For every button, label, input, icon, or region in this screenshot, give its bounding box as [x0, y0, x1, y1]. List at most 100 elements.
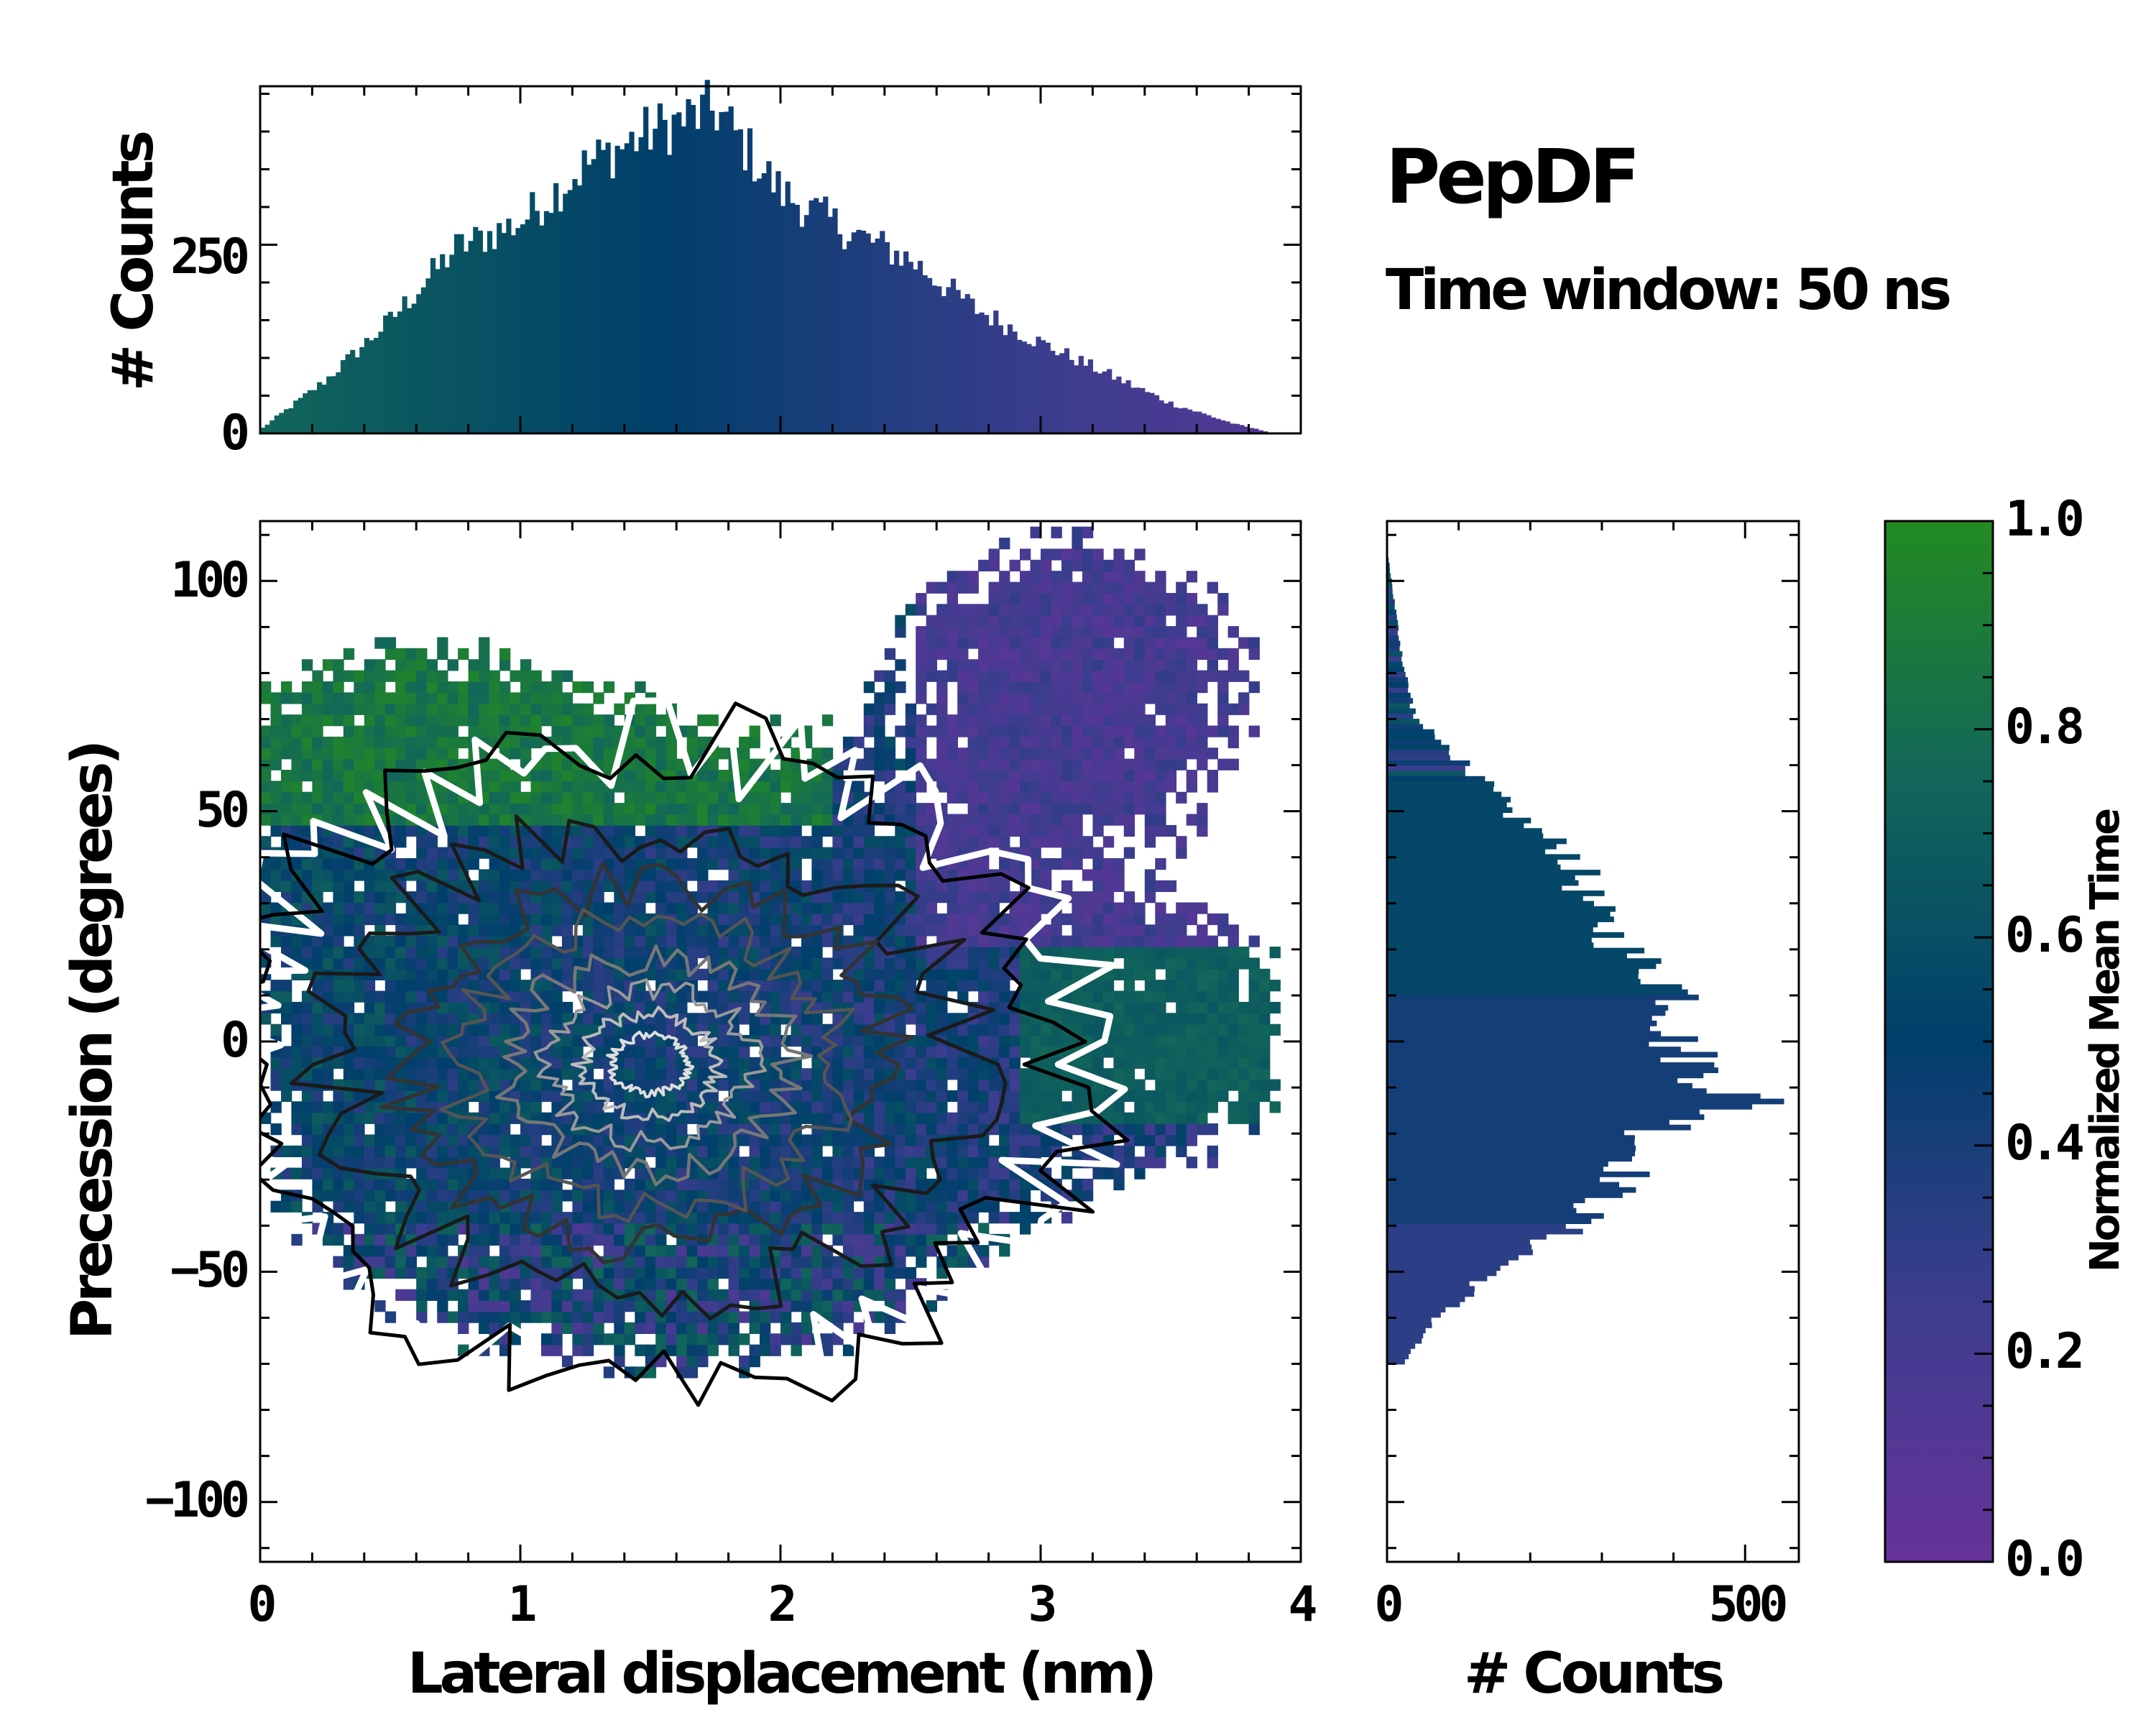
heatmap-cell — [936, 758, 948, 770]
top-histogram-bar — [785, 181, 791, 433]
heatmap-cell — [946, 924, 958, 937]
heatmap-cell — [416, 1024, 428, 1036]
heatmap-cell — [895, 1046, 906, 1058]
heatmap-cell — [1155, 924, 1166, 937]
top-histogram-bar — [1017, 339, 1023, 433]
heatmap-cell — [603, 1156, 615, 1169]
top-histogram-bar — [624, 143, 630, 434]
heatmap-cell — [665, 781, 677, 793]
heatmap-cell — [1113, 758, 1125, 770]
heatmap-cell — [635, 736, 646, 749]
heatmap-cell — [1041, 947, 1052, 959]
top-histogram-bar — [898, 265, 904, 433]
heatmap-cell — [801, 781, 813, 793]
heatmap-cell — [551, 803, 563, 815]
heatmap-cell — [791, 1090, 802, 1103]
heatmap-cell — [468, 858, 479, 870]
heatmap-cell — [416, 681, 428, 694]
heatmap-cell — [322, 714, 334, 727]
heatmap-cell — [1123, 626, 1135, 638]
heatmap-cell — [437, 935, 448, 947]
heatmap-cell — [770, 770, 781, 782]
heatmap-cell — [291, 1145, 303, 1157]
heatmap-cell — [1123, 1057, 1135, 1069]
heatmap-cell — [635, 1212, 646, 1224]
heatmap-cell — [499, 924, 511, 937]
heatmap-cell — [364, 1223, 376, 1235]
heatmap-cell — [718, 1024, 729, 1036]
heatmap-cell — [916, 1212, 927, 1224]
heatmap-cell — [728, 1233, 740, 1246]
heatmap-cell — [551, 968, 563, 980]
heatmap-cell — [739, 924, 750, 937]
heatmap-cell — [707, 791, 719, 804]
heatmap-cell — [811, 880, 823, 892]
heatmap-cell — [718, 847, 729, 859]
heatmap-cell — [343, 814, 355, 826]
heatmap-cell — [1009, 736, 1021, 749]
heatmap-cell — [614, 902, 625, 914]
heatmap-cell — [697, 924, 709, 937]
heatmap-cell — [384, 1212, 397, 1224]
heatmap-cell — [1041, 681, 1052, 694]
heatmap-cell — [728, 1333, 740, 1346]
heatmap-cell — [384, 1156, 397, 1169]
heatmap-cell — [624, 1090, 636, 1103]
heatmap-cell — [946, 880, 958, 892]
heatmap-cell — [593, 1035, 604, 1047]
heatmap-cell — [791, 1300, 802, 1312]
top-histogram-bar — [473, 226, 479, 433]
heatmap-cell — [1020, 637, 1031, 649]
heatmap-cell — [707, 803, 719, 815]
heatmap-cell — [395, 670, 407, 682]
heatmap-cell — [1009, 703, 1021, 715]
heatmap-cell — [499, 891, 511, 903]
top-histogram-bar — [1021, 341, 1027, 433]
heatmap-cell — [749, 803, 760, 815]
heatmap-cell — [520, 957, 532, 970]
heatmap-cell — [333, 980, 344, 992]
heatmap-cell — [343, 714, 355, 727]
heatmap-cell — [520, 1101, 532, 1113]
heatmap-cell — [635, 1278, 646, 1290]
heatmap-cell — [458, 824, 469, 837]
heatmap-cell — [530, 1311, 542, 1323]
top-histogram-bar — [354, 357, 360, 433]
heatmap-cell — [312, 1046, 323, 1058]
heatmap-cell — [1030, 1079, 1041, 1091]
heatmap-cell — [541, 781, 553, 793]
heatmap-cell — [863, 1035, 875, 1047]
heatmap-cell — [884, 1145, 896, 1157]
top-histogram-bar — [614, 145, 620, 434]
heatmap-cell — [780, 1333, 792, 1346]
heatmap-cell — [541, 1289, 553, 1301]
heatmap-cell — [447, 770, 459, 782]
heatmap-cell — [312, 714, 323, 727]
top-histogram-bar — [1102, 371, 1107, 433]
heatmap-cell — [333, 1024, 344, 1036]
heatmap-cell — [905, 1046, 917, 1058]
heatmap-cell — [561, 869, 573, 881]
heatmap-cell — [1072, 902, 1083, 914]
heatmap-cell — [967, 814, 979, 826]
heatmap-cell — [936, 648, 948, 660]
heatmap-cell — [988, 1145, 1000, 1157]
heatmap-cell — [593, 968, 604, 980]
heatmap-cell — [791, 1134, 802, 1146]
heatmap-cell — [405, 891, 417, 903]
heatmap-cell — [1072, 714, 1083, 727]
heatmap-cell — [593, 891, 604, 903]
heatmap-cell — [1030, 559, 1041, 571]
heatmap-cell — [718, 935, 729, 947]
heatmap-cell — [957, 703, 969, 715]
heatmap-cell — [811, 1300, 823, 1312]
heatmap-cell — [1123, 924, 1135, 937]
top-histogram-bar — [629, 132, 635, 433]
heatmap-cell — [1072, 538, 1083, 550]
heatmap-cell — [811, 1024, 823, 1036]
heatmap-cell — [1051, 581, 1062, 594]
heatmap-cell — [582, 1233, 594, 1246]
heatmap-cell — [905, 1090, 917, 1103]
heatmap-cell — [468, 1079, 479, 1091]
heatmap-cell — [291, 1101, 303, 1113]
